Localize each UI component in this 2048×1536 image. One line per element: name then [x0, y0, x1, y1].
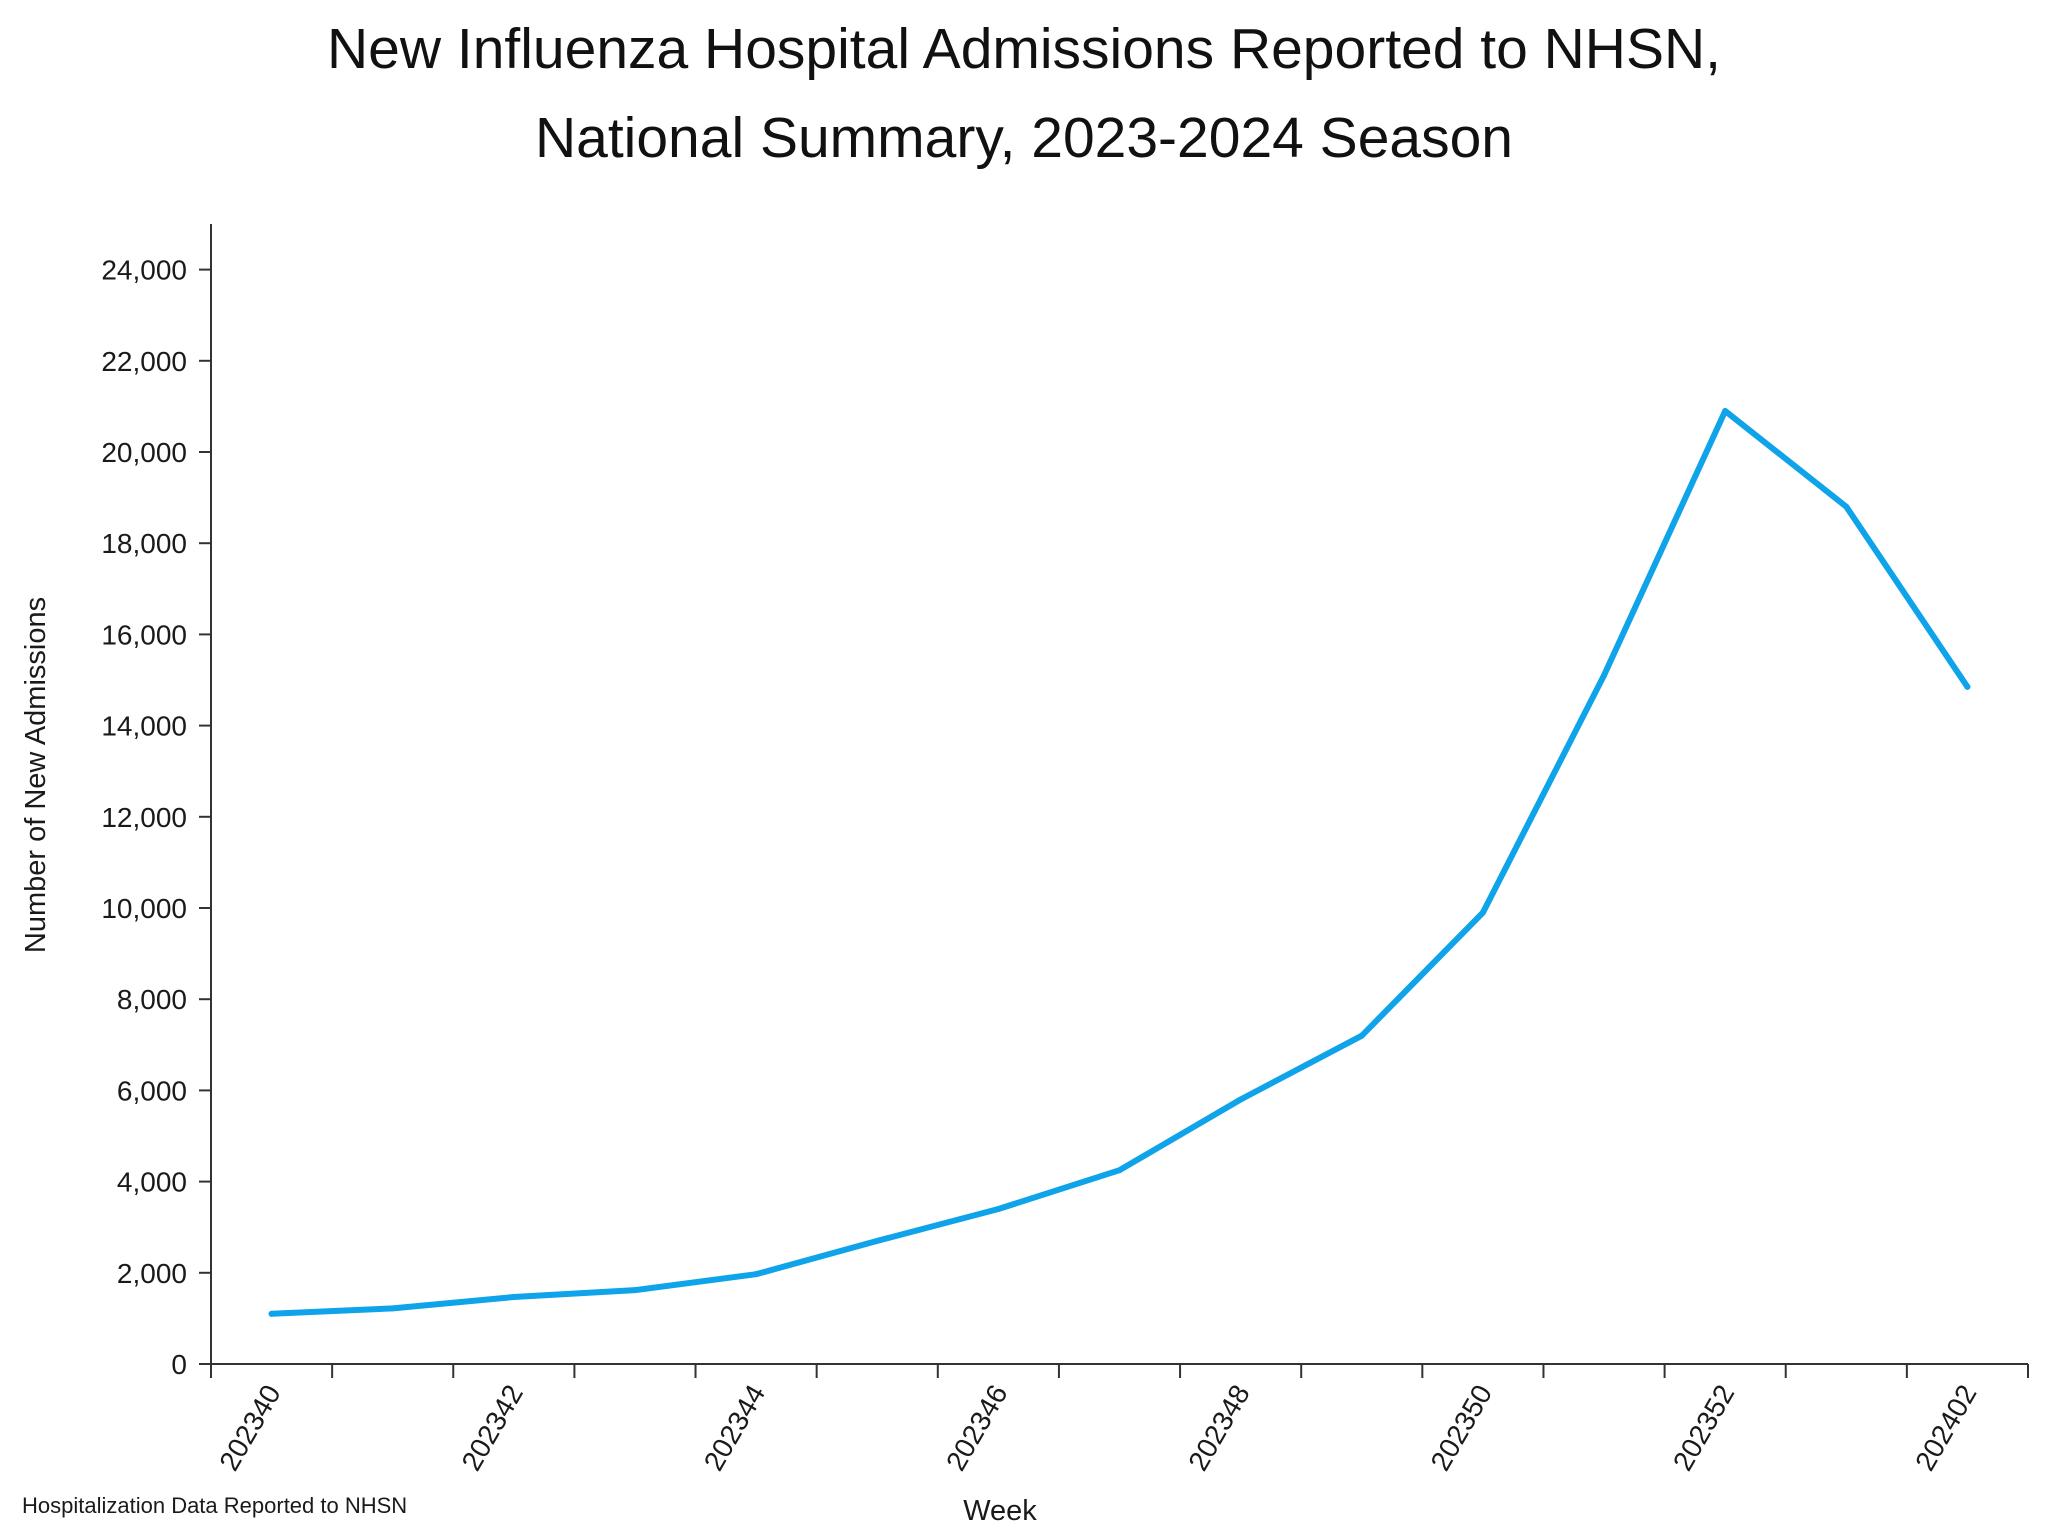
y-tick-label: 18,000	[101, 528, 187, 559]
x-tick-label: 202344	[698, 1380, 772, 1476]
y-axis-label: Number of New Admissions	[20, 597, 52, 953]
y-tick-label: 24,000	[101, 255, 187, 286]
data-point	[1601, 672, 1608, 679]
y-tick-label: 20,000	[101, 437, 187, 468]
y-tick-label: 22,000	[101, 346, 187, 377]
data-point	[1479, 909, 1486, 916]
x-tick-label: 202402	[1909, 1380, 1983, 1476]
y-tick-label: 14,000	[101, 711, 187, 742]
x-tick-label: 202346	[940, 1380, 1014, 1476]
y-tick-label: 6,000	[117, 1075, 187, 1106]
data-point	[510, 1293, 517, 1300]
data-point	[1722, 407, 1729, 414]
data-point	[1964, 683, 1971, 690]
data-point	[268, 1310, 275, 1317]
x-axis: 202340 202342 202344 202346 202348 202350 2023…	[210, 1363, 2029, 1476]
y-tick-label: 10,000	[101, 893, 187, 924]
footnote: Hospitalization Data Reported to NHSN	[22, 1493, 408, 1518]
y-tick-label: 2,000	[117, 1258, 187, 1289]
x-tick-label: 202340	[213, 1380, 287, 1476]
data-point	[631, 1287, 638, 1294]
y-tick-label: 16,000	[101, 619, 187, 650]
chart-title-line-2: National Summary, 2023-2024 Season	[534, 106, 1514, 170]
data-point	[1237, 1096, 1244, 1103]
x-tick-label: 202350	[1425, 1380, 1499, 1476]
chart-title-line-1: New Influenza Hospital Admissions Report…	[327, 17, 1721, 81]
series-group	[268, 407, 1971, 1317]
x-tick-label: 202352	[1667, 1380, 1741, 1476]
data-point	[1843, 503, 1850, 510]
data-point	[874, 1237, 881, 1244]
y-tick-label: 4,000	[117, 1167, 187, 1198]
y-tick-label: 12,000	[101, 802, 187, 833]
y-tick-label: 8,000	[117, 984, 187, 1015]
x-tick-label: 202342	[455, 1380, 529, 1476]
y-axis: 0 2,000 4,000 6,000 8,000 10,000 12,000 14,000 1…	[101, 224, 212, 1380]
data-point	[1116, 1167, 1123, 1174]
data-point	[1358, 1032, 1365, 1039]
x-tick-label: 202348	[1182, 1380, 1256, 1476]
series-line	[268, 408, 1971, 1317]
data-point	[995, 1205, 1002, 1212]
y-tick-label: 0	[171, 1349, 187, 1380]
data-point	[389, 1305, 396, 1312]
x-axis-label: Week	[963, 1495, 1037, 1527]
data-point	[753, 1271, 760, 1278]
